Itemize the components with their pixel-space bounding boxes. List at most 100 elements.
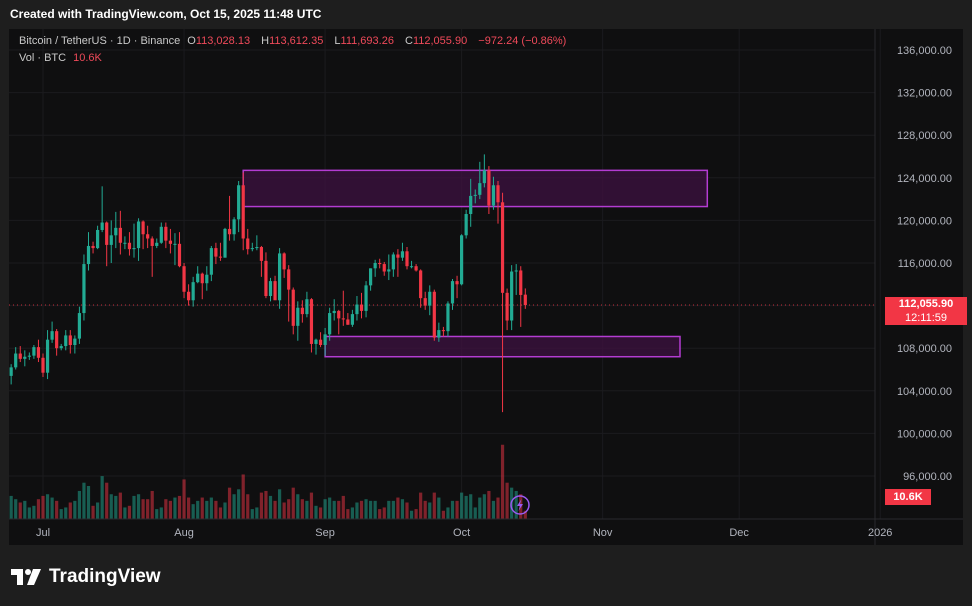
candle[interactable]	[369, 268, 373, 291]
candle[interactable]	[41, 353, 45, 377]
candle[interactable]	[523, 288, 527, 309]
candle[interactable]	[391, 252, 395, 277]
candle[interactable]	[455, 275, 459, 299]
candle[interactable]	[323, 327, 327, 356]
candle[interactable]	[350, 309, 354, 327]
candle[interactable]	[150, 236, 154, 277]
candle[interactable]	[296, 301, 300, 341]
candle[interactable]	[359, 292, 364, 319]
candle[interactable]	[218, 242, 223, 261]
candle[interactable]	[473, 189, 477, 204]
candle[interactable]	[177, 232, 182, 268]
candle[interactable]	[400, 242, 405, 261]
candle[interactable]	[18, 346, 22, 363]
candle[interactable]	[91, 241, 95, 254]
candle[interactable]	[55, 329, 59, 356]
candle[interactable]	[136, 218, 141, 261]
candle[interactable]	[82, 254, 86, 321]
candle[interactable]	[505, 288, 509, 331]
candle[interactable]	[318, 332, 323, 348]
candle[interactable]	[282, 252, 286, 278]
candle[interactable]	[141, 220, 145, 250]
candle[interactable]	[250, 242, 254, 252]
candle[interactable]	[100, 186, 104, 233]
candle[interactable]	[373, 259, 377, 277]
candle[interactable]	[428, 285, 432, 316]
candle[interactable]	[109, 220, 113, 263]
candle[interactable]	[341, 290, 345, 326]
candle[interactable]	[519, 266, 523, 327]
candle[interactable]	[68, 330, 72, 354]
candle[interactable]	[246, 228, 250, 255]
candle[interactable]	[214, 242, 218, 265]
candle[interactable]	[378, 258, 382, 269]
candle[interactable]	[450, 278, 455, 310]
candle[interactable]	[168, 228, 172, 254]
candle[interactable]	[173, 233, 177, 266]
candle[interactable]	[423, 291, 427, 310]
candle[interactable]	[464, 209, 468, 239]
lightning-icon[interactable]	[510, 495, 530, 515]
candle[interactable]	[200, 272, 204, 300]
candle[interactable]	[205, 266, 209, 291]
candle[interactable]	[491, 176, 496, 210]
candle[interactable]	[278, 248, 282, 309]
candle[interactable]	[487, 166, 491, 215]
candle[interactable]	[328, 307, 332, 341]
candle[interactable]	[118, 210, 122, 255]
candle[interactable]	[50, 321, 54, 343]
candle[interactable]	[268, 277, 273, 302]
candle[interactable]	[77, 306, 81, 344]
candle[interactable]	[437, 322, 441, 342]
candle[interactable]	[309, 298, 314, 353]
candle[interactable]	[23, 350, 27, 367]
candle[interactable]	[460, 234, 464, 286]
candle[interactable]	[314, 338, 318, 355]
candle[interactable]	[496, 180, 500, 224]
candle[interactable]	[441, 326, 445, 337]
candle[interactable]	[27, 352, 31, 360]
candle[interactable]	[432, 289, 436, 341]
symbol-title[interactable]: Bitcoin / TetherUS · 1D · Binance	[19, 35, 181, 47]
candle[interactable]	[514, 264, 518, 295]
candle[interactable]	[64, 330, 68, 351]
candle[interactable]	[482, 154, 486, 188]
candle[interactable]	[355, 296, 359, 321]
candle[interactable]	[146, 225, 150, 249]
candle[interactable]	[59, 343, 63, 351]
candle[interactable]	[114, 211, 118, 249]
tradingview-brand[interactable]: TradingView	[11, 565, 161, 589]
candle[interactable]	[364, 281, 368, 318]
candle[interactable]	[405, 247, 409, 270]
candle[interactable]	[255, 235, 259, 251]
candle[interactable]	[223, 227, 227, 258]
candle[interactable]	[9, 364, 13, 385]
candle[interactable]	[337, 309, 341, 335]
candle[interactable]	[209, 245, 213, 282]
candle[interactable]	[232, 217, 236, 241]
candle[interactable]	[105, 221, 109, 267]
candle[interactable]	[155, 238, 159, 249]
candle[interactable]	[478, 161, 482, 200]
candle[interactable]	[32, 345, 36, 359]
candle[interactable]	[300, 300, 304, 323]
candle[interactable]	[510, 265, 514, 331]
candle[interactable]	[237, 180, 241, 233]
candle[interactable]	[227, 195, 232, 241]
candle[interactable]	[159, 222, 163, 244]
candle[interactable]	[273, 275, 277, 301]
candle[interactable]	[196, 266, 200, 284]
volume-label[interactable]: Vol · BTC	[19, 52, 67, 64]
candle[interactable]	[259, 245, 263, 277]
candle[interactable]	[264, 252, 268, 299]
candle[interactable]	[187, 284, 191, 306]
chart-panel[interactable]: 136,000.00 132,000.00 128,000.00 124,000.00…	[9, 29, 967, 545]
candle[interactable]	[241, 172, 245, 251]
candle[interactable]	[14, 347, 18, 370]
candle[interactable]	[446, 301, 450, 337]
candle[interactable]	[409, 260, 414, 269]
candle[interactable]	[96, 225, 100, 250]
candle[interactable]	[73, 335, 77, 354]
candle[interactable]	[469, 178, 473, 227]
candle[interactable]	[419, 269, 423, 308]
